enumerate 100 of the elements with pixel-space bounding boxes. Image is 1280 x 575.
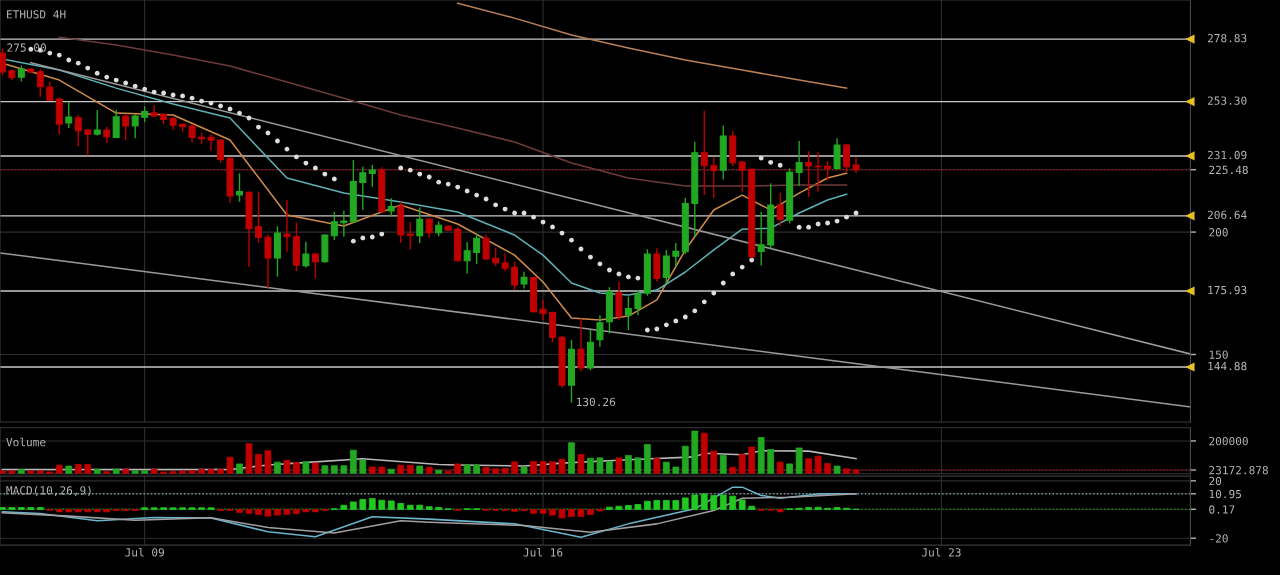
bar xyxy=(293,509,300,514)
candlestick xyxy=(188,123,196,144)
bar xyxy=(74,509,82,513)
candlestick xyxy=(283,199,291,253)
bar xyxy=(0,470,6,474)
candlestick xyxy=(511,260,519,291)
y-tick-label: 200000 xyxy=(1209,436,1248,446)
bar xyxy=(625,505,632,510)
ref-line-label: 278.83 xyxy=(1207,33,1247,43)
candlestick xyxy=(662,249,670,285)
bar xyxy=(359,459,367,474)
candlestick xyxy=(634,289,642,317)
bar xyxy=(274,461,281,474)
bar xyxy=(511,461,518,474)
bar xyxy=(55,464,63,474)
bar xyxy=(757,437,765,474)
ref-line-label: 231.09 xyxy=(1207,150,1247,160)
bar xyxy=(463,464,471,474)
annotation: 130.26 xyxy=(576,397,616,407)
bar xyxy=(587,509,594,515)
candlestick xyxy=(795,140,803,187)
bar xyxy=(776,509,784,513)
candlestick xyxy=(463,241,471,275)
bar xyxy=(0,507,6,510)
ref-line-label: 253.30 xyxy=(1207,96,1247,105)
bar xyxy=(378,499,386,510)
bar xyxy=(596,457,604,474)
candlestick xyxy=(615,281,623,321)
bar xyxy=(805,458,812,474)
candlestick xyxy=(843,143,851,173)
bar xyxy=(65,465,73,474)
candlestick xyxy=(852,156,860,175)
annotation: 275.00 xyxy=(7,43,46,52)
y-tick-label: 10.95 xyxy=(1209,489,1242,499)
bar xyxy=(8,507,16,510)
candlestick xyxy=(757,211,765,267)
bar xyxy=(824,463,831,474)
bar xyxy=(805,507,812,510)
bar xyxy=(397,503,405,510)
candlestick xyxy=(672,242,680,268)
bar xyxy=(634,504,642,510)
bar xyxy=(767,449,775,474)
candlestick xyxy=(425,217,433,239)
candlestick xyxy=(74,114,82,147)
bar xyxy=(17,507,25,510)
x-tick-label: Jul 09 xyxy=(125,547,164,557)
bar xyxy=(84,464,92,474)
bar xyxy=(558,458,566,474)
bar xyxy=(748,505,756,510)
bar xyxy=(700,432,708,474)
bar xyxy=(179,470,186,474)
candlestick xyxy=(254,190,262,244)
candlestick xyxy=(624,296,632,331)
bar xyxy=(255,453,262,474)
bar xyxy=(226,456,234,474)
bar xyxy=(293,462,300,474)
bar xyxy=(312,462,319,474)
bar xyxy=(283,459,291,474)
bar xyxy=(710,450,718,474)
bar xyxy=(615,505,623,510)
bar xyxy=(482,466,490,474)
bar xyxy=(274,509,281,516)
bar xyxy=(368,466,376,474)
bar xyxy=(406,504,414,510)
bar xyxy=(65,509,73,513)
bar xyxy=(577,453,585,474)
bar xyxy=(719,494,727,510)
bar xyxy=(236,463,243,474)
bar xyxy=(378,466,386,474)
bar xyxy=(776,461,784,474)
candlestick xyxy=(368,164,376,188)
text: Volume xyxy=(6,437,46,447)
bar xyxy=(27,507,35,510)
bar xyxy=(27,470,35,474)
candlestick xyxy=(311,252,319,280)
bar xyxy=(568,442,575,474)
candlestick xyxy=(833,137,841,171)
candlestick xyxy=(482,233,490,261)
bar xyxy=(406,464,414,474)
bar xyxy=(8,470,16,474)
bar xyxy=(264,450,272,474)
bar xyxy=(84,509,92,513)
candlestick xyxy=(700,109,708,196)
bar xyxy=(786,463,794,474)
y-tick-label: 225.48 xyxy=(1209,165,1248,175)
bar xyxy=(283,509,291,515)
bar xyxy=(302,509,310,513)
candlestick xyxy=(84,129,92,157)
x-tick-label: Jul 23 xyxy=(921,547,961,557)
text: ETHUSD 4H xyxy=(7,10,66,19)
bar xyxy=(833,507,841,510)
y-tick-label: 200 xyxy=(1209,228,1228,237)
candlestick xyxy=(387,197,395,218)
bar xyxy=(738,499,746,510)
ref-line-label: 175.93 xyxy=(1208,285,1247,295)
bar xyxy=(539,461,547,474)
bar xyxy=(539,509,547,514)
bar xyxy=(255,509,262,515)
bar xyxy=(700,493,708,510)
bar xyxy=(131,470,139,474)
